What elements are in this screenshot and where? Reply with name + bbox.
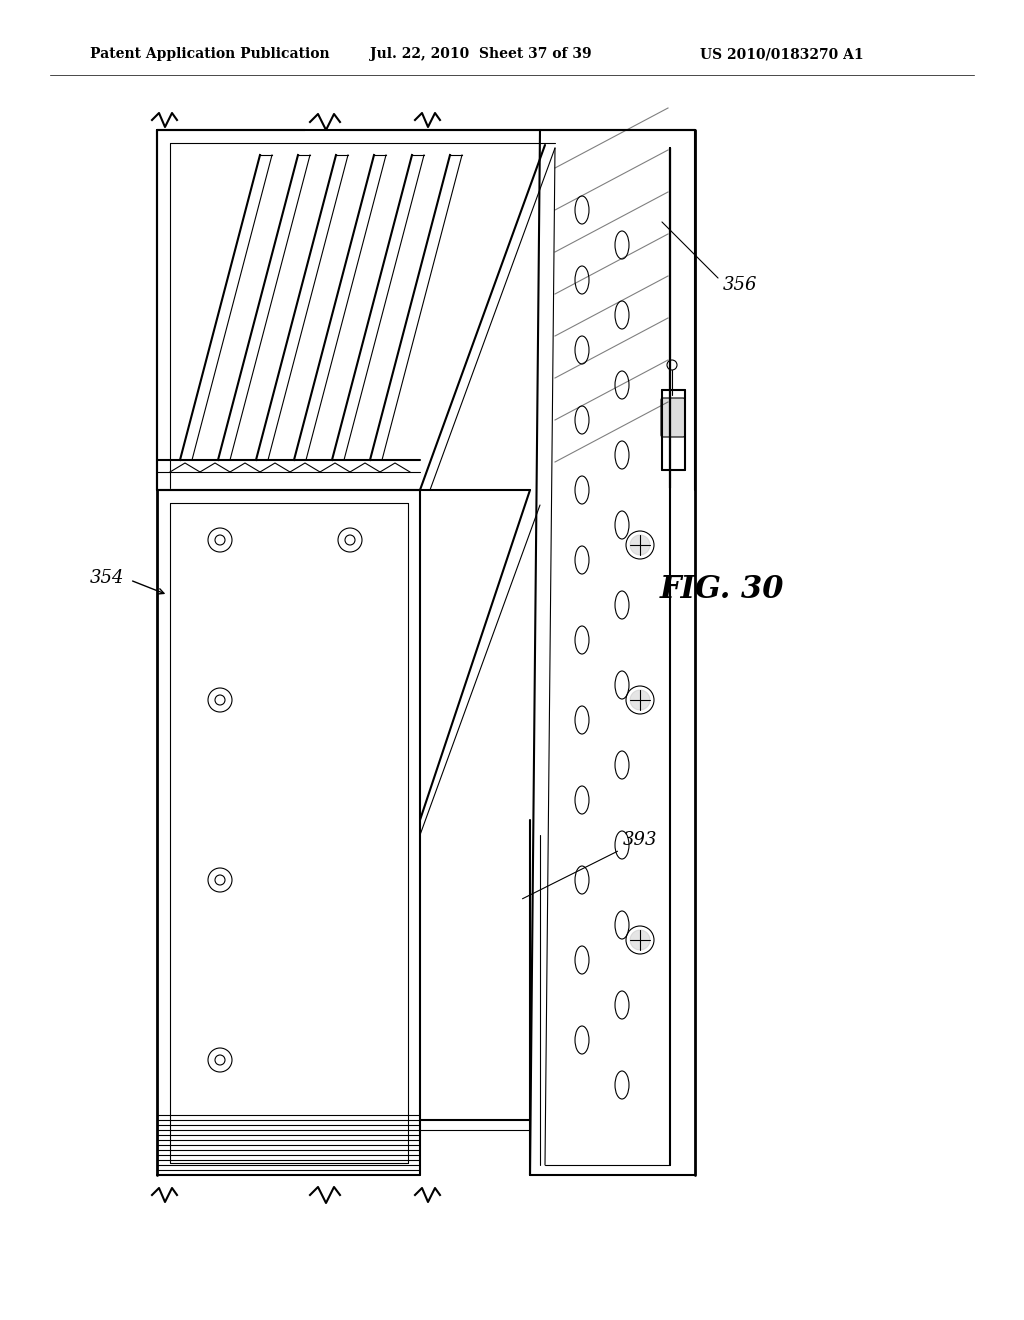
Ellipse shape (615, 991, 629, 1019)
Ellipse shape (615, 591, 629, 619)
Circle shape (630, 690, 650, 710)
Ellipse shape (575, 706, 589, 734)
Ellipse shape (615, 751, 629, 779)
Ellipse shape (575, 195, 589, 224)
Ellipse shape (615, 511, 629, 539)
Circle shape (630, 535, 650, 554)
Text: US 2010/0183270 A1: US 2010/0183270 A1 (700, 48, 863, 61)
Ellipse shape (615, 832, 629, 859)
Ellipse shape (615, 911, 629, 939)
Ellipse shape (575, 407, 589, 434)
Text: 356: 356 (723, 276, 758, 294)
Ellipse shape (615, 371, 629, 399)
Ellipse shape (615, 1071, 629, 1100)
Ellipse shape (575, 546, 589, 574)
Ellipse shape (575, 267, 589, 294)
Ellipse shape (615, 231, 629, 259)
Ellipse shape (575, 477, 589, 504)
Text: 393: 393 (623, 832, 657, 849)
Text: FIG. 30: FIG. 30 (660, 574, 784, 606)
Ellipse shape (575, 785, 589, 814)
Ellipse shape (575, 946, 589, 974)
FancyBboxPatch shape (662, 399, 685, 437)
Ellipse shape (575, 337, 589, 364)
Ellipse shape (575, 1026, 589, 1053)
Ellipse shape (575, 866, 589, 894)
Ellipse shape (615, 301, 629, 329)
Text: 354: 354 (90, 569, 125, 587)
Text: Jul. 22, 2010  Sheet 37 of 39: Jul. 22, 2010 Sheet 37 of 39 (370, 48, 592, 61)
Ellipse shape (615, 441, 629, 469)
Text: Patent Application Publication: Patent Application Publication (90, 48, 330, 61)
Ellipse shape (615, 671, 629, 700)
Circle shape (630, 931, 650, 950)
Ellipse shape (575, 626, 589, 653)
